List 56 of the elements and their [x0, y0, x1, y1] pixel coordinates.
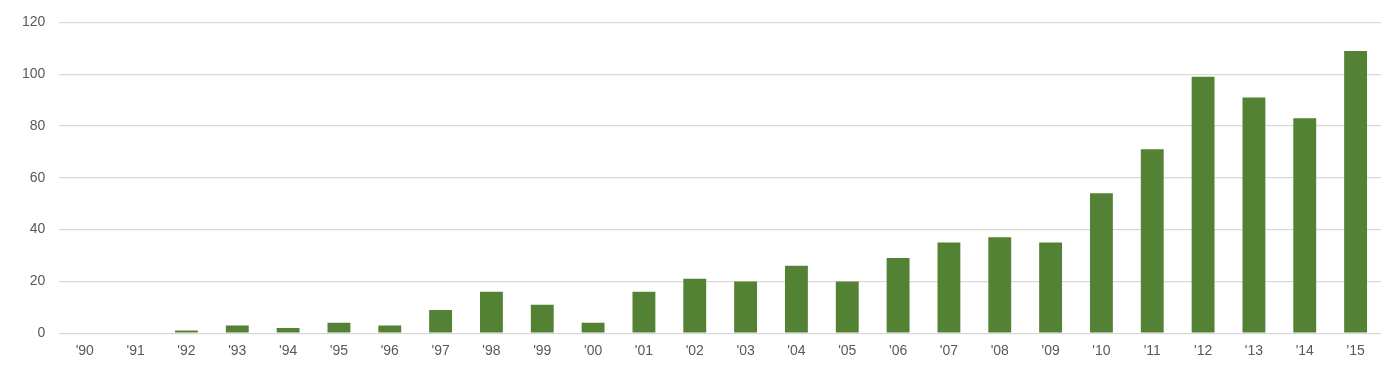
x-tick-label: '02 — [685, 342, 705, 359]
x-tick-label: '01 — [634, 342, 654, 359]
x-tick-label: '98 — [482, 342, 501, 359]
bar — [1344, 50, 1368, 333]
x-tick-label: '90 — [75, 342, 95, 359]
y-tick-label: 40 — [29, 220, 46, 237]
x-tick-label: '11 — [1143, 342, 1162, 359]
x-tick-label: '14 — [1295, 342, 1315, 359]
x-tick-label: '91 — [126, 342, 145, 359]
bar — [632, 291, 656, 333]
bar — [530, 304, 554, 333]
bar — [1293, 118, 1317, 333]
bar — [276, 328, 300, 333]
x-tick-label: '94 — [278, 342, 298, 359]
bar — [327, 322, 351, 333]
y-tick-label: 120 — [22, 13, 46, 30]
x-tick-label: '96 — [380, 342, 400, 359]
x-tick-label: '04 — [787, 342, 806, 359]
bar — [683, 278, 707, 333]
bar — [1242, 97, 1266, 333]
bar — [784, 265, 808, 333]
bar — [937, 242, 961, 333]
bar — [1089, 193, 1113, 333]
bar — [1191, 76, 1215, 333]
bar — [1140, 149, 1164, 333]
bar — [581, 322, 605, 333]
x-tick-label: '15 — [1346, 342, 1365, 359]
x-tick-label: '99 — [533, 342, 552, 359]
x-tick-label: '00 — [583, 342, 603, 359]
x-tick-label: '06 — [888, 342, 908, 359]
y-tick-label: 60 — [29, 168, 46, 185]
bar — [225, 325, 249, 333]
y-tick-label: 20 — [29, 272, 46, 289]
bar — [734, 281, 758, 333]
x-tick-label: '09 — [1041, 342, 1060, 359]
x-tick-label: '97 — [431, 342, 450, 359]
x-tick-label: '92 — [177, 342, 196, 359]
x-tick-label: '08 — [990, 342, 1010, 359]
y-tick-label: 80 — [29, 116, 46, 133]
x-tick-label: '03 — [736, 342, 755, 359]
y-tick-label: 100 — [22, 65, 46, 82]
bar — [835, 281, 859, 333]
bar — [429, 309, 453, 333]
bar — [378, 325, 402, 333]
y-tick-label: 0 — [37, 324, 46, 341]
x-tick-label: '10 — [1092, 342, 1111, 359]
x-tick-label: '95 — [329, 342, 349, 359]
x-tick-label: '07 — [939, 342, 959, 359]
bar — [886, 258, 910, 333]
bar — [988, 237, 1012, 333]
bar — [480, 291, 503, 333]
x-tick-label: '13 — [1244, 342, 1264, 359]
x-tick-label: '12 — [1193, 342, 1213, 359]
bar — [1039, 242, 1063, 333]
x-tick-label: '93 — [228, 342, 247, 359]
x-tick-label: '05 — [838, 342, 857, 359]
